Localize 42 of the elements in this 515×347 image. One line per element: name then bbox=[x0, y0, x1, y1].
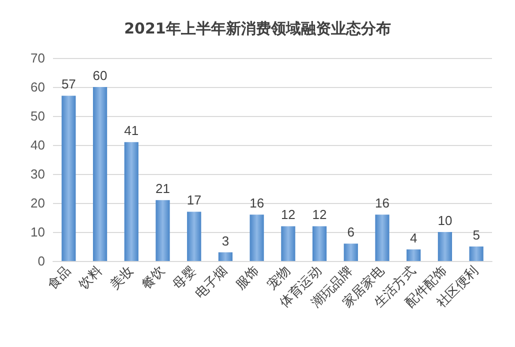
data-label: 10 bbox=[438, 213, 452, 228]
data-label: 5 bbox=[472, 228, 480, 242]
data-label: 41 bbox=[124, 123, 139, 138]
x-tick-label: 食品 bbox=[44, 264, 74, 293]
bar bbox=[124, 142, 138, 261]
bar bbox=[62, 96, 76, 261]
data-label: 21 bbox=[156, 181, 170, 196]
y-tick-label: 40 bbox=[30, 138, 45, 152]
bar bbox=[250, 214, 264, 261]
data-label: 16 bbox=[250, 196, 264, 211]
bar bbox=[92, 87, 108, 261]
x-tick-label: 餐饮 bbox=[139, 264, 168, 293]
data-label: 60 bbox=[92, 68, 108, 83]
bar bbox=[156, 200, 170, 261]
x-tick-label: 饮料 bbox=[76, 264, 106, 294]
y-tick-label: 60 bbox=[30, 80, 45, 94]
y-tick-label: 10 bbox=[30, 224, 45, 240]
x-tick-label: 美妆 bbox=[107, 262, 137, 293]
chart-title: 2021年上半年新消费领域融资业态分布 bbox=[124, 20, 391, 38]
y-tick-label: 20 bbox=[30, 196, 45, 210]
data-label: 12 bbox=[280, 207, 296, 222]
bar bbox=[218, 252, 233, 261]
data-label: 17 bbox=[186, 192, 202, 208]
bar bbox=[344, 244, 358, 261]
data-label: 12 bbox=[312, 207, 327, 222]
data-label: 3 bbox=[222, 233, 230, 248]
bar bbox=[438, 232, 452, 261]
data-label: 16 bbox=[375, 196, 390, 211]
y-tick-label: 50 bbox=[30, 108, 45, 124]
y-tick-label: 70 bbox=[30, 50, 45, 66]
data-label: 6 bbox=[347, 224, 355, 240]
data-label: 57 bbox=[61, 76, 76, 92]
bar bbox=[406, 249, 421, 261]
bar bbox=[469, 246, 484, 261]
bar bbox=[312, 226, 327, 261]
y-tick-label: 0 bbox=[38, 254, 45, 268]
bar bbox=[187, 212, 202, 261]
bar bbox=[281, 226, 296, 261]
bar bbox=[375, 214, 390, 261]
data-label: 4 bbox=[410, 230, 418, 246]
y-tick-label: 30 bbox=[30, 166, 45, 182]
x-tick-label: 服饰 bbox=[233, 264, 262, 293]
